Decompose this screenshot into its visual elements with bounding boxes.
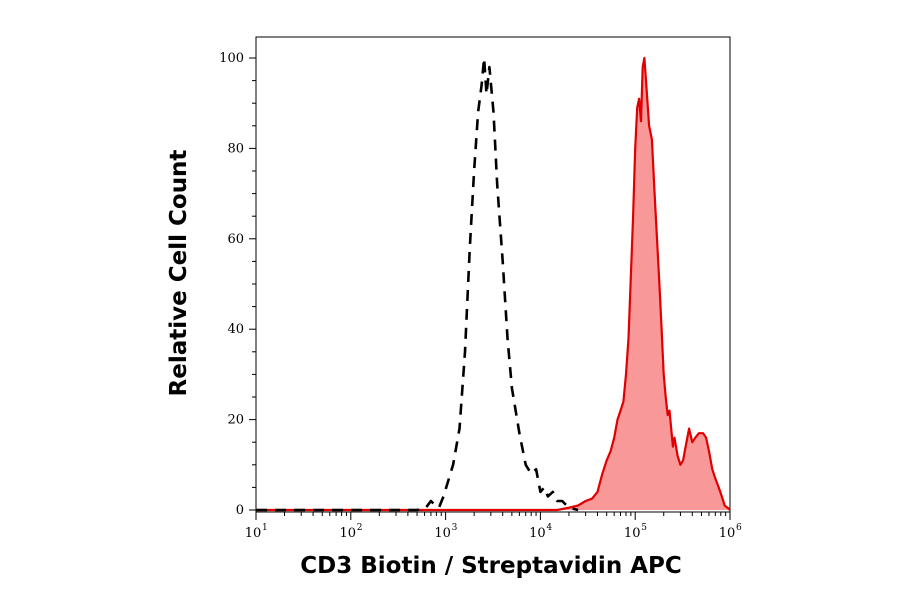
x-tick-label: 10	[719, 526, 736, 541]
x-tick-exponent: 4	[546, 523, 552, 533]
y-tick-label: 80	[227, 141, 244, 156]
positive-population-area	[256, 58, 730, 510]
x-tick-exponent: 6	[736, 523, 742, 533]
x-tick-exponent: 1	[262, 523, 268, 533]
y-tick-label: 40	[227, 322, 244, 337]
x-axis-ticks: 10 1 10 2 10 3 10 4 10 5 10 6	[245, 512, 742, 541]
y-axis-ticks: 0 20 40 60 80 100	[219, 51, 256, 518]
x-tick-exponent: 3	[452, 523, 458, 533]
y-tick-label: 20	[227, 413, 244, 428]
y-tick-label: 100	[219, 51, 244, 66]
x-tick-label: 10	[529, 526, 546, 541]
y-tick-label: 60	[227, 232, 244, 247]
y-axis-title: Relative Cell Count	[166, 150, 192, 397]
plot-frame	[255, 36, 731, 513]
x-tick-label: 10	[340, 526, 357, 541]
y-tick-label: 0	[236, 503, 244, 518]
x-tick-exponent: 2	[357, 523, 363, 533]
control-population-dashed-line	[256, 56, 579, 512]
x-tick-label: 10	[245, 526, 262, 541]
x-axis-title: CD3 Biotin / Streptavidin APC	[300, 553, 682, 579]
positive-population-outline	[256, 56, 731, 512]
x-tick-label: 10	[434, 526, 451, 541]
x-tick-exponent: 5	[641, 523, 647, 533]
x-tick-label: 10	[624, 526, 641, 541]
